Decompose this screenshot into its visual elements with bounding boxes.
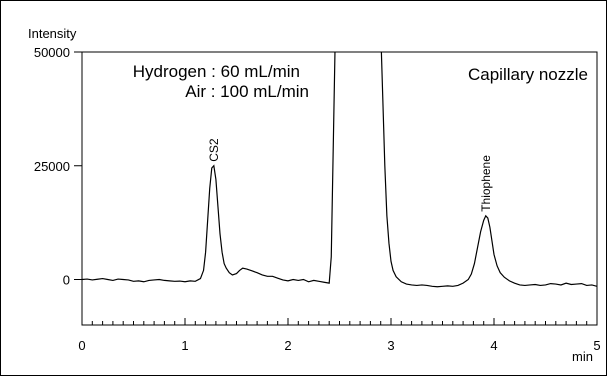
x-tick-label: 1	[181, 338, 188, 353]
y-tick-label: 0	[63, 273, 70, 288]
nozzle-label: Capillary nozzle	[468, 65, 588, 84]
x-axis-label: min	[572, 349, 593, 364]
y-axis-label: Intensity	[28, 26, 77, 41]
conditions-hydrogen: Hydrogen : 60 mL/min	[133, 62, 300, 81]
x-tick-label: 0	[78, 338, 85, 353]
y-tick-label: 50000	[34, 45, 70, 60]
conditions-air: Air : 100 mL/min	[185, 82, 309, 101]
peak-label: Thiophene	[479, 155, 493, 212]
y-tick-label: 25000	[34, 159, 70, 174]
x-tick-label: 4	[490, 338, 497, 353]
peak-label: CS2	[207, 138, 221, 162]
x-tick-label: 2	[284, 338, 291, 353]
chromatogram-trace	[82, 52, 597, 288]
x-tick-label: 5	[593, 338, 600, 353]
x-tick-label: 3	[387, 338, 394, 353]
